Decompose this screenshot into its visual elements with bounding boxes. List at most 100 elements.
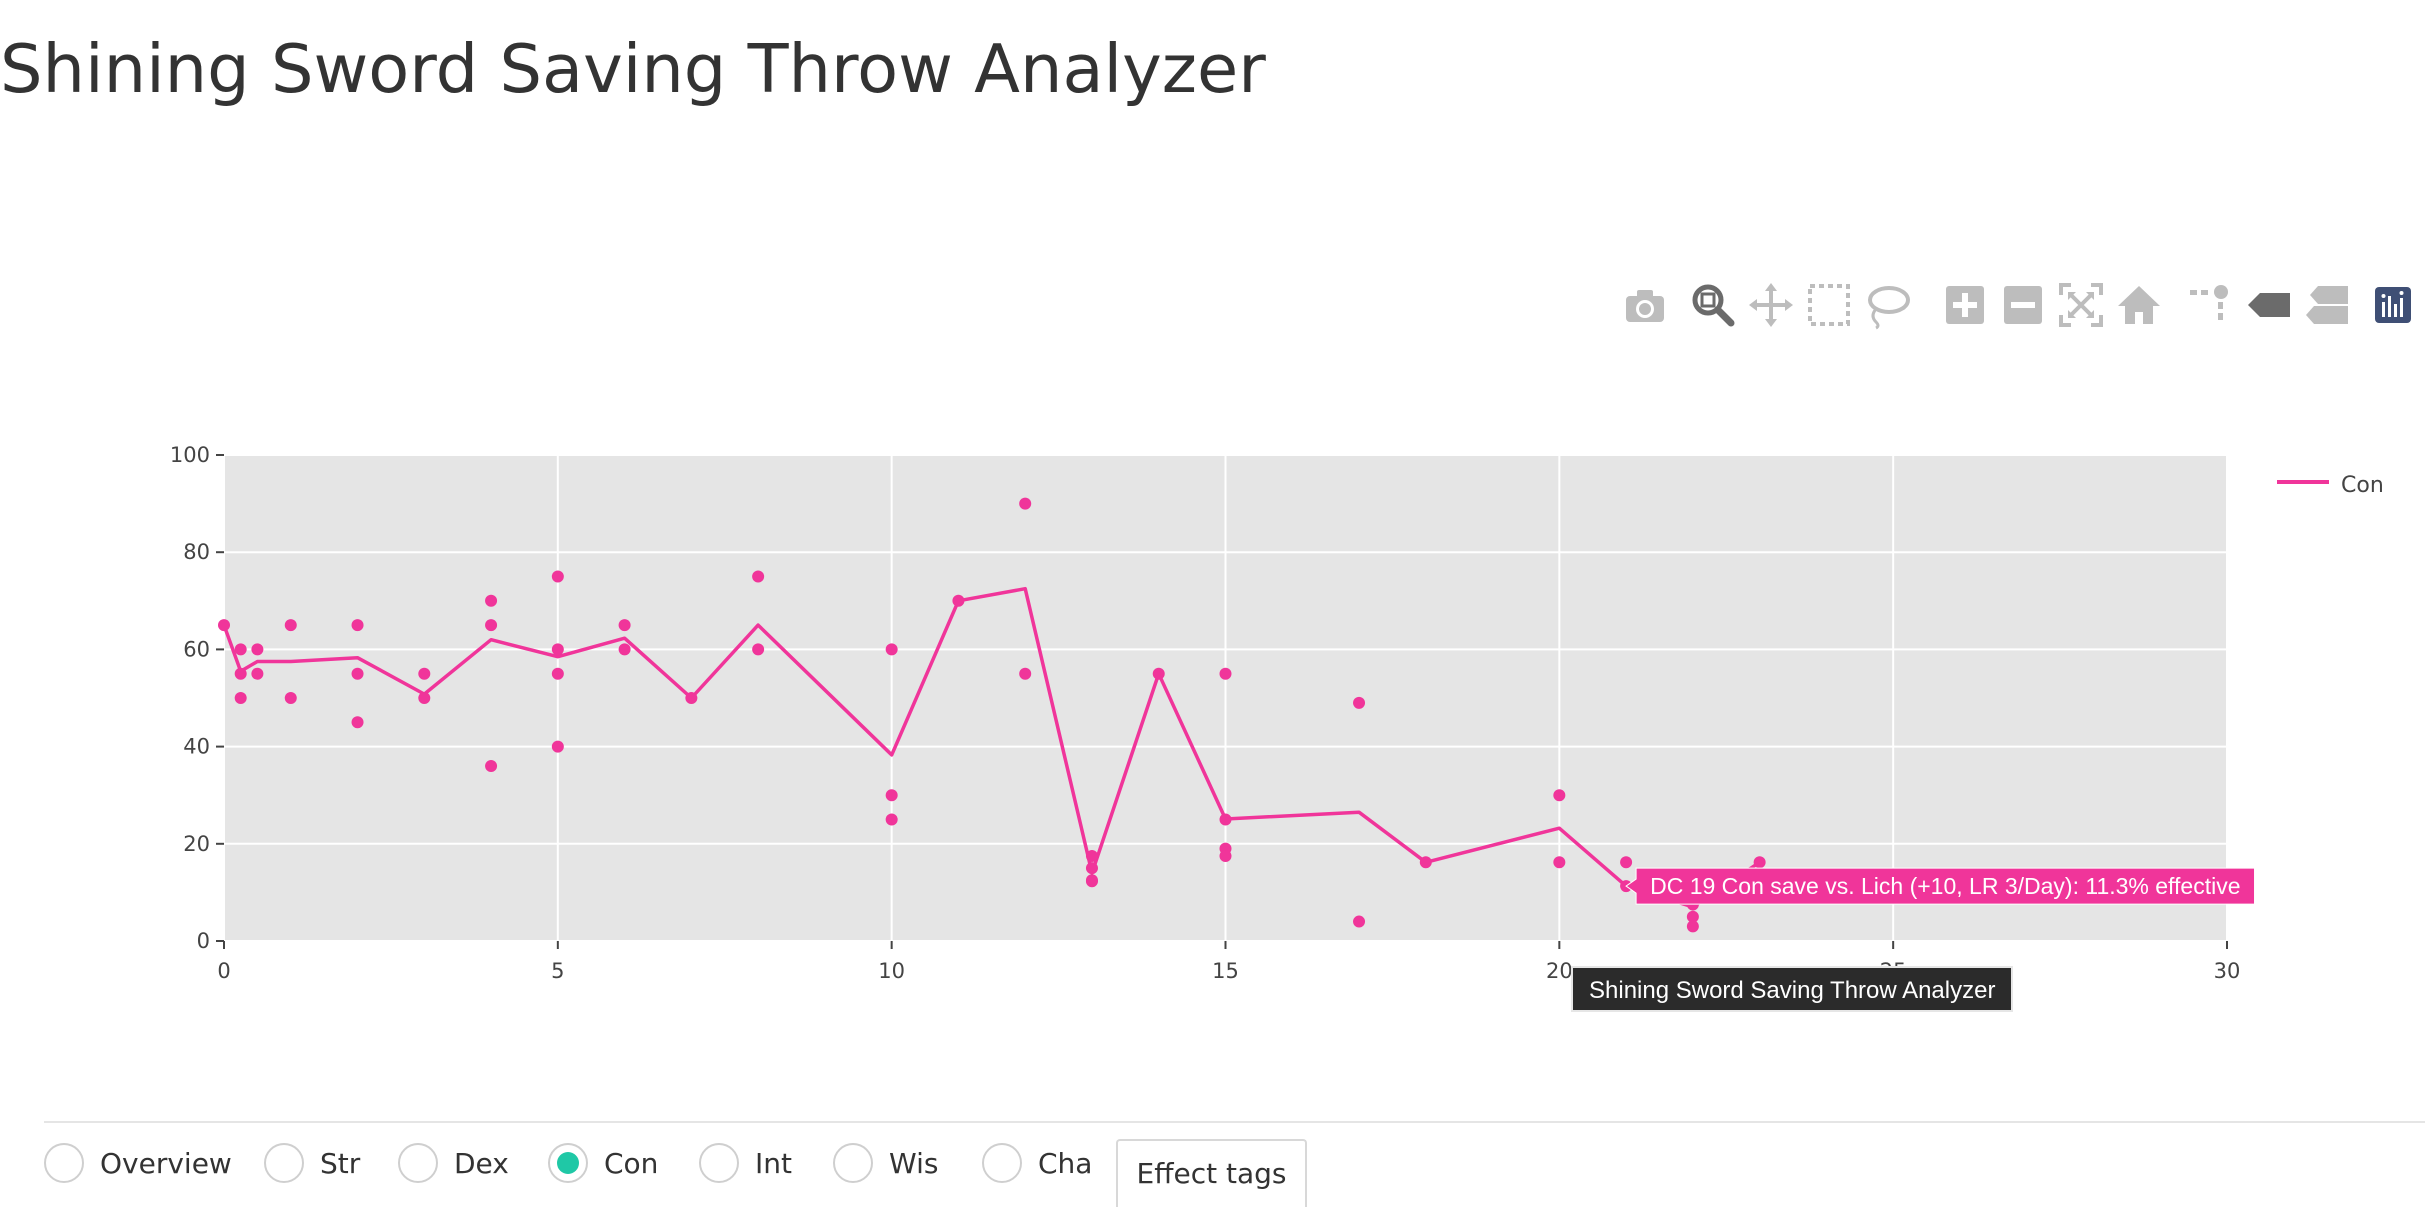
data-point[interactable]	[234, 643, 247, 656]
browser-tooltip: Shining Sword Saving Throw Analyzer	[1571, 966, 2014, 1012]
data-point[interactable]	[1152, 667, 1165, 680]
data-point[interactable]	[351, 667, 364, 680]
data-point[interactable]	[234, 692, 247, 704]
data-point[interactable]	[1019, 497, 1032, 510]
data-point[interactable]	[618, 643, 631, 656]
data-point[interactable]	[351, 716, 364, 729]
lasso-select-icon[interactable]	[1862, 280, 1912, 330]
data-point[interactable]	[485, 760, 498, 773]
radio-tab-str[interactable]: Str	[264, 1136, 360, 1190]
box-select-icon[interactable]	[1804, 280, 1854, 330]
hover-label: DC 19 Con save vs. Lich (+10, LR 3/Day):…	[1625, 867, 2256, 905]
data-point[interactable]	[1219, 813, 1232, 826]
chart-legend[interactable]: Con	[2277, 473, 2384, 498]
data-point[interactable]	[485, 594, 498, 607]
data-point[interactable]	[618, 619, 631, 632]
y-tick-label: 100	[170, 443, 210, 467]
data-point[interactable]	[1219, 667, 1232, 680]
x-tick-label: 20	[1546, 959, 1573, 983]
data-point[interactable]	[1219, 849, 1232, 862]
zoom-icon[interactable]	[1688, 280, 1738, 330]
radio-tab-label: Str	[320, 1146, 361, 1180]
data-point[interactable]	[1419, 856, 1432, 869]
data-point[interactable]	[1620, 856, 1633, 869]
data-point[interactable]	[1686, 920, 1699, 933]
data-point[interactable]	[234, 667, 247, 680]
y-tick-label: 20	[183, 832, 210, 856]
reset-axes-icon[interactable]	[2114, 280, 2164, 330]
data-point[interactable]	[1353, 696, 1366, 709]
data-point[interactable]	[551, 643, 564, 656]
effect-tags-button[interactable]: Effect tags	[1116, 1139, 1307, 1207]
hover-label-text: DC 19 Con save vs. Lich (+10, LR 3/Day):…	[1650, 873, 2240, 899]
data-point[interactable]	[1753, 856, 1766, 869]
radio-tab-int[interactable]: Int	[699, 1136, 792, 1190]
radio-button[interactable]	[264, 1143, 304, 1183]
data-point[interactable]	[1085, 849, 1098, 862]
pan-icon[interactable]	[1746, 280, 1796, 330]
data-point[interactable]	[952, 594, 965, 607]
saving-throw-chart[interactable]: 051015202530020406080100 Con DC 19 Con s…	[0, 0, 2425, 1100]
data-point[interactable]	[418, 692, 431, 704]
zoom-in-icon[interactable]	[1940, 280, 1990, 330]
zoom-out-icon[interactable]	[1998, 280, 2048, 330]
data-point[interactable]	[284, 619, 297, 632]
radio-tab-label: Wis	[889, 1146, 939, 1180]
data-point[interactable]	[251, 643, 264, 656]
radio-tab-wis[interactable]: Wis	[833, 1136, 938, 1190]
radio-button[interactable]	[982, 1143, 1022, 1183]
plotly-logo-icon[interactable]	[2368, 280, 2418, 330]
y-tick-label: 0	[197, 929, 210, 953]
hover-label-box	[1625, 867, 2256, 905]
data-point[interactable]	[1353, 915, 1366, 928]
data-point[interactable]	[885, 789, 898, 802]
data-point[interactable]	[551, 667, 564, 680]
page-title: Shining Sword Saving Throw Analyzer	[0, 30, 1266, 108]
hover-compare-icon[interactable]	[2302, 280, 2352, 330]
radio-tab-cha[interactable]: Cha	[982, 1136, 1092, 1190]
data-point[interactable]	[1085, 875, 1098, 888]
data-point[interactable]	[418, 667, 431, 680]
radio-tab-label: Dex	[454, 1146, 509, 1180]
x-tick-label: 30	[2214, 959, 2241, 983]
data-point[interactable]	[1553, 789, 1566, 802]
data-point[interactable]	[1019, 667, 1032, 680]
autoscale-icon[interactable]	[2056, 280, 2106, 330]
radio-tab-dex[interactable]: Dex	[398, 1136, 509, 1190]
radio-button[interactable]	[398, 1143, 438, 1183]
data-point[interactable]	[284, 692, 297, 704]
spike-lines-icon[interactable]	[2186, 280, 2236, 330]
radio-button[interactable]	[699, 1143, 739, 1183]
radio-tab-con[interactable]: Con	[548, 1136, 658, 1190]
radio-tab-label: Cha	[1038, 1146, 1093, 1180]
hover-closest-icon[interactable]	[2244, 280, 2294, 330]
data-point[interactable]	[1553, 856, 1566, 869]
radio-tab-overview[interactable]: Overview	[44, 1136, 232, 1190]
x-tick-label: 10	[878, 959, 905, 983]
data-point[interactable]	[485, 619, 498, 632]
data-point[interactable]	[551, 740, 564, 753]
tab-divider	[44, 1121, 2425, 1123]
series-line-con[interactable]	[222, 586, 1761, 909]
data-point[interactable]	[752, 570, 765, 583]
data-point[interactable]	[1686, 910, 1699, 923]
data-point[interactable]	[351, 619, 364, 632]
radio-button-selected[interactable]	[548, 1143, 588, 1183]
data-point[interactable]	[885, 643, 898, 656]
y-tick-label: 60	[183, 637, 210, 661]
camera-icon[interactable]	[1620, 280, 1670, 330]
y-tick-label: 80	[183, 540, 210, 564]
x-tick-label: 5	[551, 959, 564, 983]
legend-entry-con[interactable]: Con	[2341, 473, 2384, 498]
radio-tab-label: Int	[755, 1146, 792, 1180]
data-point[interactable]	[551, 570, 564, 583]
y-tick-label: 40	[183, 735, 210, 759]
data-point[interactable]	[1085, 862, 1098, 875]
data-point[interactable]	[251, 667, 264, 680]
data-point[interactable]	[685, 692, 698, 704]
data-point[interactable]	[752, 643, 765, 656]
radio-button[interactable]	[833, 1143, 873, 1183]
data-point[interactable]	[218, 619, 230, 632]
radio-button[interactable]	[44, 1143, 84, 1183]
data-point[interactable]	[885, 813, 898, 826]
